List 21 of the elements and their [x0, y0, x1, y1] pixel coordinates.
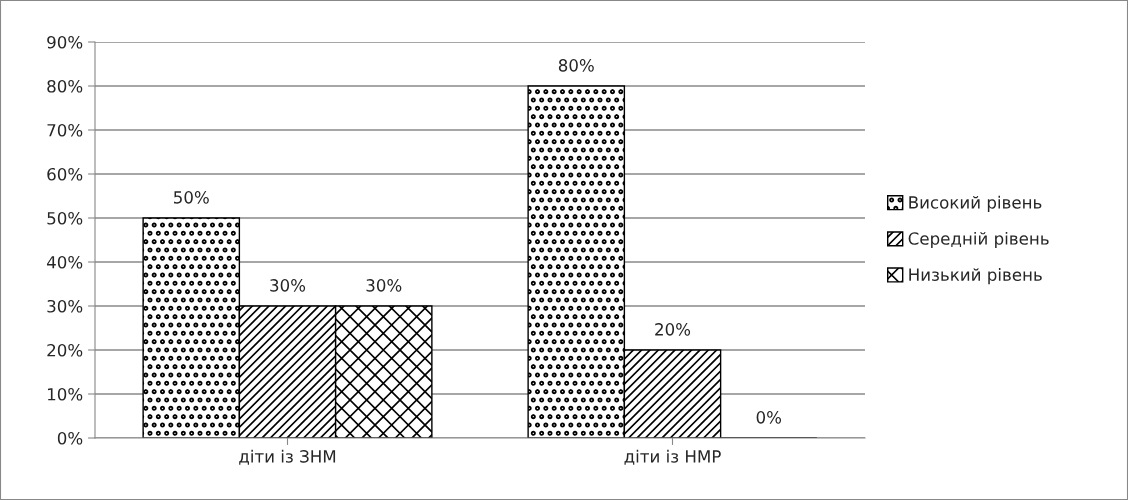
y-tick-label: 50% [47, 211, 83, 225]
y-tick-label: 90% [47, 35, 83, 49]
y-tick-label: 30% [47, 299, 83, 313]
y-tick-label: 40% [46, 255, 83, 269]
legend-label: Середній рівень [908, 231, 1049, 249]
y-tick-label: 10% [47, 387, 83, 401]
data-label: 50% [174, 191, 209, 204]
legend-label: Високий рівень [909, 195, 1042, 212]
data-label: 20% [655, 323, 691, 336]
x-tick-label: діти із ЗНМ [239, 449, 336, 465]
data-label: 30% [366, 279, 402, 292]
data-label: 80% [558, 59, 594, 72]
y-tick-label: 20% [47, 343, 83, 357]
y-tick-label: 70% [47, 123, 83, 137]
data-label: 0% [756, 411, 782, 424]
y-tick-label: 80% [47, 79, 83, 93]
y-tick-label: 60% [47, 167, 83, 181]
y-tick-label: 0% [57, 431, 83, 445]
x-tick-label: діти із НМР [624, 449, 721, 465]
legend-label: Низький рівень [909, 268, 1042, 285]
data-label: 30% [270, 279, 306, 292]
